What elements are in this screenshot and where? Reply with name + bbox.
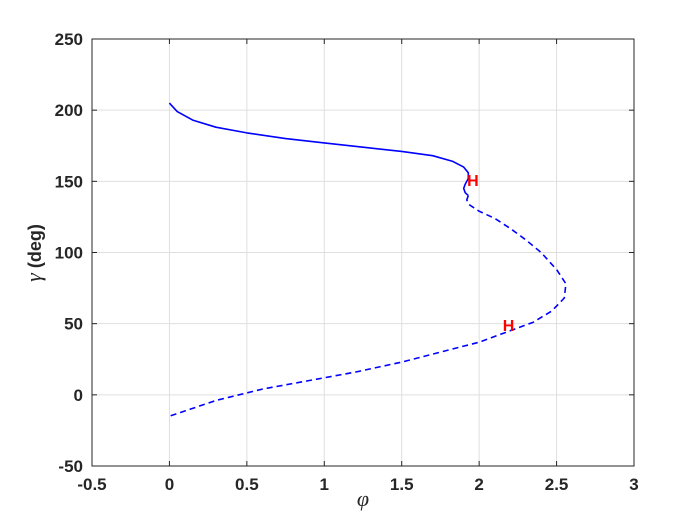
y-tick-label: -50 [58, 457, 83, 476]
x-tick-label: 1 [320, 475, 329, 494]
y-tick-label: 0 [74, 386, 83, 405]
y-axis-label-symbol: γ [21, 272, 46, 282]
series-dashed-line [169, 195, 567, 417]
series-group [168, 102, 567, 417]
y-tick-label: 50 [64, 315, 83, 334]
x-tick-labels: -0.5 0 0.5 1 1.5 2 2.5 3 [77, 475, 638, 494]
x-tick-label: 3 [629, 475, 638, 494]
y-axis-label-text: (deg) [25, 224, 45, 273]
axis-ticks [91, 38, 635, 467]
grid [91, 38, 635, 467]
y-tick-label: 250 [55, 30, 83, 49]
x-axis-label: φ [357, 486, 369, 511]
y-tick-labels: -50 0 50 100 150 200 250 [55, 30, 83, 476]
x-tick-label: 0.5 [235, 475, 259, 494]
y-tick-label: 150 [55, 172, 83, 191]
x-tick-label: 2.5 [545, 475, 569, 494]
y-tick-label: 100 [55, 244, 83, 263]
y-tick-label: 200 [55, 101, 83, 120]
x-tick-label: 1.5 [390, 475, 414, 494]
x-tick-label: 2 [474, 475, 483, 494]
x-tick-label: -0.5 [77, 475, 106, 494]
series-solid-line [168, 102, 470, 197]
hopf-marker: H [467, 173, 479, 190]
hopf-marker: H [503, 318, 515, 335]
y-axis-label: γ (deg) [21, 224, 46, 282]
markers-group: HH [467, 173, 514, 335]
x-tick-label: 0 [165, 475, 174, 494]
